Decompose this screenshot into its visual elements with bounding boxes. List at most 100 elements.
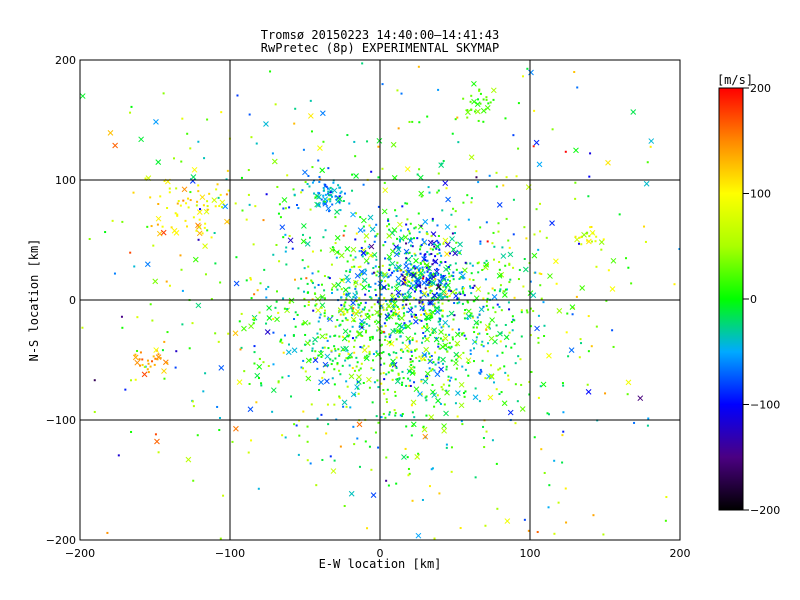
data-point-dot [590,240,593,243]
data-point-dot [338,324,341,327]
data-point-dot [469,314,472,317]
data-point-cross [219,199,226,206]
data-point-cross [648,138,655,144]
data-point-dot [359,265,362,268]
data-point-dot [352,425,355,428]
data-point-dot [317,283,320,286]
data-point-dot [592,514,595,517]
data-point-dot [446,350,449,353]
data-point-cross [460,273,466,279]
data-point-dot [346,349,349,352]
data-point-cross [547,273,553,279]
data-point-dot [421,354,424,357]
data-point-cross [314,201,320,208]
data-point-dot [330,194,333,197]
data-point-dot [343,229,346,232]
data-point-dot [450,213,453,216]
data-point-dot [308,322,311,325]
data-point-dot [414,288,417,291]
data-point-dot [277,381,280,384]
data-point-dot [303,343,306,346]
data-point-dot [179,204,182,207]
data-point-dot [395,352,398,355]
data-point-cross [393,285,400,292]
data-point-dot [410,306,413,309]
data-point-dot [425,399,428,402]
data-point-dot [129,251,132,254]
data-point-dot [428,352,431,355]
data-point-cross [138,136,145,143]
data-point-dot [428,313,431,316]
data-point-dot [219,193,222,196]
data-point-dot [517,147,520,150]
data-point-dot [383,392,386,395]
data-point-cross [414,454,421,460]
data-point-dot [346,357,349,360]
data-point-dot [451,328,454,331]
data-point-dot [433,537,436,540]
data-point-dot [368,224,371,227]
data-point-dot [384,257,387,260]
data-point-dot [220,206,223,209]
data-point-dot [519,358,522,361]
data-point-dot [487,263,490,266]
data-point-dot [428,191,431,194]
data-point-dot [146,368,149,371]
data-point-dot [320,283,323,286]
data-point-dot [361,255,364,258]
data-point-dot [422,277,425,280]
data-point-dot [371,272,374,275]
data-point-dot [388,413,391,416]
data-point-dot [292,334,295,337]
y-tick-label: −100 [46,414,76,427]
data-point-dot [471,264,474,267]
data-point-dot [166,331,169,334]
data-point-cross [530,292,537,299]
data-point-dot [363,308,366,311]
data-point-dot [438,252,441,255]
data-point-dot [189,147,192,150]
data-point-dot [262,219,265,222]
data-point-dot [295,424,298,427]
data-point-dot [530,370,533,373]
data-point-dot [425,231,428,234]
data-point-dot [504,371,507,374]
data-point-dot [408,280,411,283]
data-point-dot [311,166,314,169]
data-point-cross [413,257,419,264]
data-point-dot [423,255,426,258]
data-point-dot [111,219,114,222]
data-point-dot [483,446,486,449]
data-point-dot [397,372,400,375]
data-point-dot [407,474,410,477]
data-point-dot [387,218,390,221]
data-point-dot [315,303,318,306]
data-point-dot [353,281,356,284]
chart-title: Tromsø 20150223 14:40:00–14:41:43 [261,28,499,42]
data-point-dot [342,405,345,408]
data-point-dot [312,342,315,345]
data-point-dot [446,295,449,298]
colorbar-tick-label: −100 [750,399,780,412]
data-point-cross [441,276,447,283]
data-point-dot [428,485,431,488]
data-point-dot [421,301,424,304]
data-point-dot [439,273,442,276]
data-point-dot [470,94,473,97]
data-point-cross [471,80,477,87]
data-point-dot [361,272,364,275]
data-point-dot [602,533,605,536]
data-point-dot [455,358,458,361]
data-point-dot [418,301,421,304]
data-point-dot [405,384,408,387]
data-point-dot [401,293,404,296]
data-point-dot [255,142,258,145]
data-point-dot [218,429,221,432]
data-point-dot [253,362,256,365]
data-point-dot [566,312,569,315]
data-point-dot [495,324,498,327]
data-point-dot [282,207,285,210]
data-point-dot [473,284,476,287]
data-point-cross [393,251,400,258]
